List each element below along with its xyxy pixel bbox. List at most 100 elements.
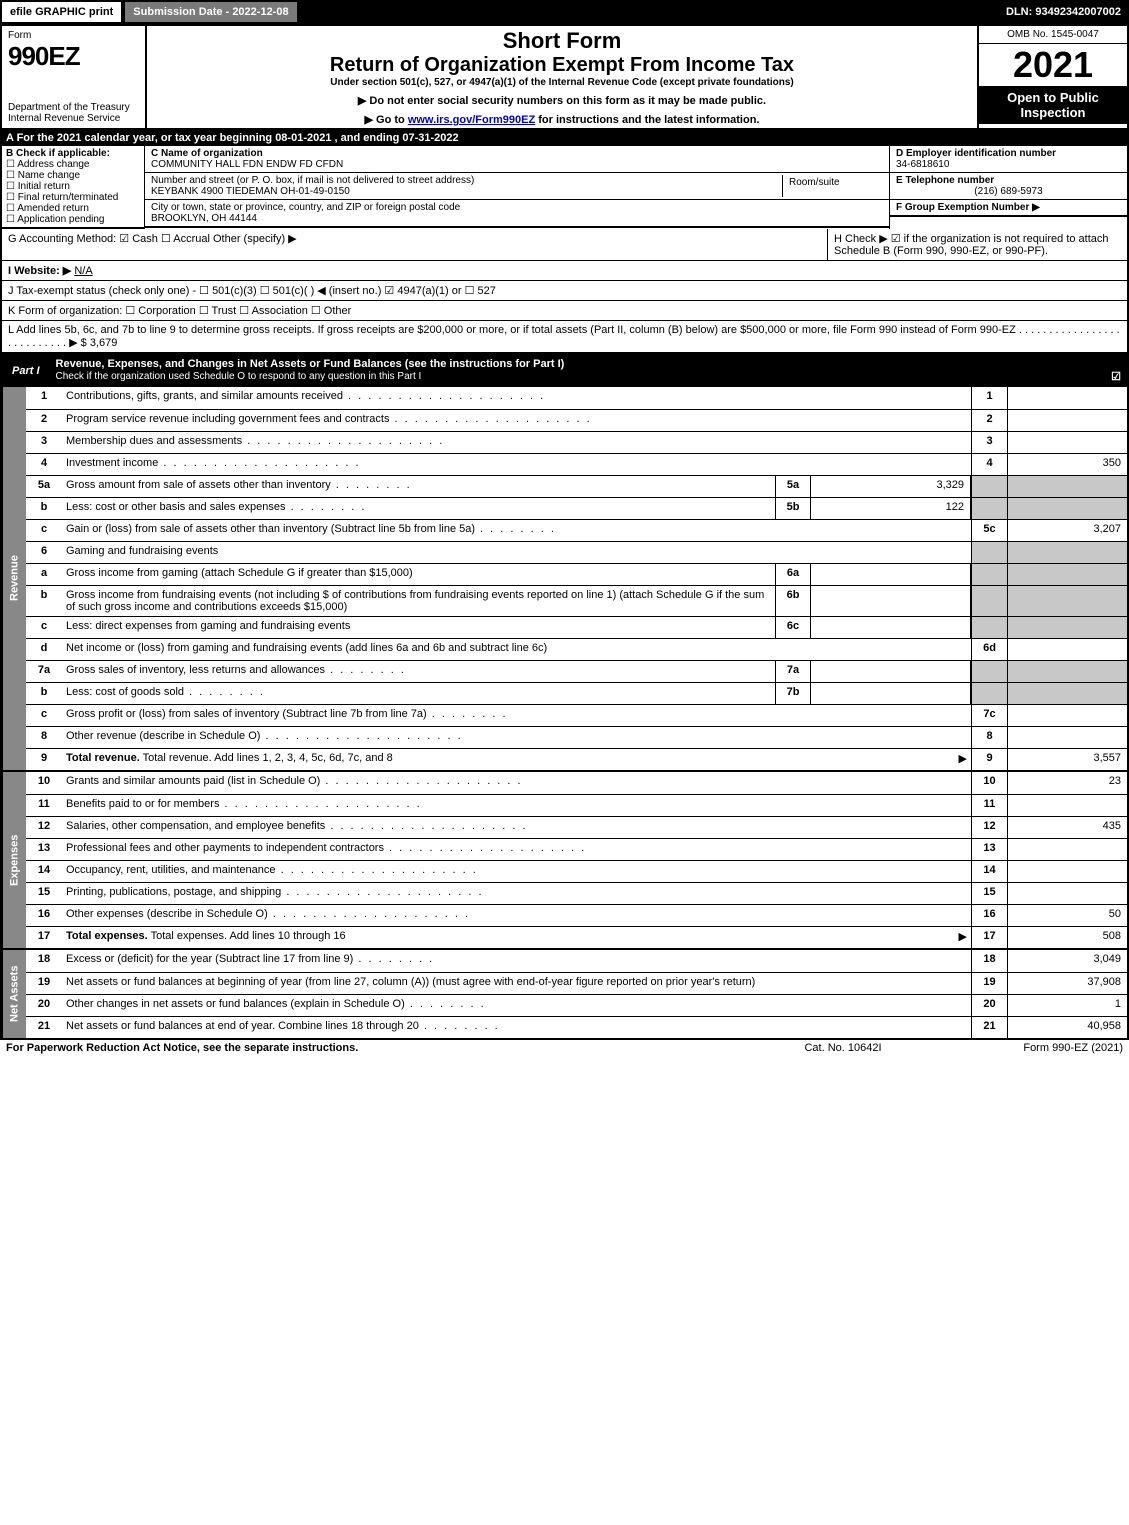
check-initial-return[interactable]: Initial return <box>6 181 140 192</box>
ln-5b-desc: Less: cost or other basis and sales expe… <box>62 498 775 519</box>
line-k-form-org: K Form of organization: ☐ Corporation ☐ … <box>0 301 1129 321</box>
footer-paperwork-notice: For Paperwork Reduction Act Notice, see … <box>6 1042 743 1054</box>
ln-6c-rv-shade <box>1007 617 1127 638</box>
ln-13-rn: 13 <box>971 839 1007 860</box>
ln-6c-desc: Less: direct expenses from gaming and fu… <box>62 617 775 638</box>
side-tab-revenue: Revenue <box>2 387 26 770</box>
goto-link-line: ▶ Go to www.irs.gov/Form990EZ for instru… <box>151 113 973 126</box>
ln-7b-rn-shade <box>971 683 1007 704</box>
ln-6c-num: c <box>26 617 62 638</box>
part-1-table: Revenue 1Contributions, gifts, grants, a… <box>0 387 1129 1040</box>
ln-11-num: 11 <box>26 795 62 816</box>
ln-3-rn: 3 <box>971 432 1007 453</box>
ln-6-rn-shade <box>971 542 1007 563</box>
ln-17-arrow-icon: ▶ <box>959 930 967 943</box>
footer-form-id: Form 990-EZ (2021) <box>943 1042 1123 1054</box>
ln-11-desc: Benefits paid to or for members <box>62 795 971 816</box>
ln-3-val <box>1007 432 1127 453</box>
ln-8-val <box>1007 727 1127 748</box>
org-address: KEYBANK 4900 TIEDEMAN OH-01-49-0150 <box>151 186 350 197</box>
ln-16-val: 50 <box>1007 905 1127 926</box>
ln-6b-desc: Gross income from fundraising events (no… <box>62 586 775 616</box>
ln-6a-rn-shade <box>971 564 1007 585</box>
ln-7b-sv <box>811 683 971 704</box>
box-e-label: E Telephone number <box>896 175 994 186</box>
ln-14-num: 14 <box>26 861 62 882</box>
room-suite-label: Room/suite <box>789 177 840 188</box>
ln-16-rn: 16 <box>971 905 1007 926</box>
check-amended-return[interactable]: Amended return <box>6 203 140 214</box>
ln-18-desc: Excess or (deficit) for the year (Subtra… <box>62 950 971 972</box>
ln-7a-desc: Gross sales of inventory, less returns a… <box>62 661 775 682</box>
row-g-h: G Accounting Method: ☑ Cash ☐ Accrual Ot… <box>0 229 1129 261</box>
side-tab-net-assets: Net Assets <box>2 950 26 1038</box>
ln-6d-rn: 6d <box>971 639 1007 660</box>
section-bcdef: B Check if applicable: Address change Na… <box>0 146 1129 229</box>
part-1-header: Part I Revenue, Expenses, and Changes in… <box>0 354 1129 387</box>
city-label: City or town, state or province, country… <box>151 202 460 213</box>
ln-9-num: 9 <box>26 749 62 770</box>
ln-18-val: 3,049 <box>1007 950 1127 972</box>
check-application-pending[interactable]: Application pending <box>6 214 140 225</box>
ln-4-num: 4 <box>26 454 62 475</box>
ln-5c-num: c <box>26 520 62 541</box>
ln-10-desc: Grants and similar amounts paid (list in… <box>62 772 971 794</box>
check-address-change[interactable]: Address change <box>6 159 140 170</box>
ln-6b-sv <box>811 586 971 616</box>
ln-13-num: 13 <box>26 839 62 860</box>
ln-11-rn: 11 <box>971 795 1007 816</box>
ln-5c-val: 3,207 <box>1007 520 1127 541</box>
ln-6b-rv-shade <box>1007 586 1127 616</box>
open-public-inspection: Open to Public Inspection <box>979 86 1127 124</box>
ln-6c-rn-shade <box>971 617 1007 638</box>
ln-6a-sl: 6a <box>775 564 811 585</box>
check-name-change[interactable]: Name change <box>6 170 140 181</box>
ln-5a-sl: 5a <box>775 476 811 497</box>
ln-15-rn: 15 <box>971 883 1007 904</box>
form-label: Form <box>8 30 139 41</box>
ln-6d-desc: Net income or (loss) from gaming and fun… <box>62 639 971 660</box>
line-g-accounting: G Accounting Method: ☑ Cash ☐ Accrual Ot… <box>2 229 827 260</box>
ln-21-rn: 21 <box>971 1017 1007 1038</box>
part-1-checkbox[interactable]: ☑ <box>1111 370 1121 383</box>
ln-19-num: 19 <box>26 973 62 994</box>
ln-7b-rv-shade <box>1007 683 1127 704</box>
irs-link[interactable]: www.irs.gov/Form990EZ <box>408 114 535 126</box>
ln-5c-rn: 5c <box>971 520 1007 541</box>
part-1-check-o: Check if the organization used Schedule … <box>56 371 422 382</box>
ln-6a-sv <box>811 564 971 585</box>
ln-19-val: 37,908 <box>1007 973 1127 994</box>
ln-6a-rv-shade <box>1007 564 1127 585</box>
ln-6d-val <box>1007 639 1127 660</box>
ln-6c-sl: 6c <box>775 617 811 638</box>
ln-7b-sl: 7b <box>775 683 811 704</box>
efile-print-button[interactable]: efile GRAPHIC print <box>0 0 123 24</box>
ln-5b-rv-shade <box>1007 498 1127 519</box>
ln-2-rn: 2 <box>971 410 1007 431</box>
ln-20-desc: Other changes in net assets or fund bala… <box>62 995 971 1016</box>
ln-6-rv-shade <box>1007 542 1127 563</box>
ln-9-total-label: Total revenue. <box>66 752 140 764</box>
ln-21-val: 40,958 <box>1007 1017 1127 1038</box>
ln-12-val: 435 <box>1007 817 1127 838</box>
ln-16-desc: Other expenses (describe in Schedule O) <box>62 905 971 926</box>
ln-15-val <box>1007 883 1127 904</box>
ln-17-desc: Total expenses. Add lines 10 through 16 <box>151 930 346 942</box>
addr-label: Number and street (or P. O. box, if mail… <box>151 175 474 186</box>
org-name: COMMUNITY HALL FDN ENDW FD CFDN <box>151 159 343 170</box>
ln-20-num: 20 <box>26 995 62 1016</box>
check-final-return[interactable]: Final return/terminated <box>6 192 140 203</box>
ln-7c-val <box>1007 705 1127 726</box>
box-d-label: D Employer identification number <box>896 148 1056 159</box>
ln-10-val: 23 <box>1007 772 1127 794</box>
ln-5a-rn-shade <box>971 476 1007 497</box>
ln-9-val: 3,557 <box>1007 749 1127 770</box>
ln-14-desc: Occupancy, rent, utilities, and maintena… <box>62 861 971 882</box>
ln-12-rn: 12 <box>971 817 1007 838</box>
ln-7b-desc: Less: cost of goods sold <box>62 683 775 704</box>
ln-9-desc: Total revenue. Add lines 1, 2, 3, 4, 5c,… <box>143 752 393 764</box>
ln-1-val <box>1007 387 1127 409</box>
ln-1-rn: 1 <box>971 387 1007 409</box>
ln-13-desc: Professional fees and other payments to … <box>62 839 971 860</box>
box-c-label: C Name of organization <box>151 148 263 159</box>
